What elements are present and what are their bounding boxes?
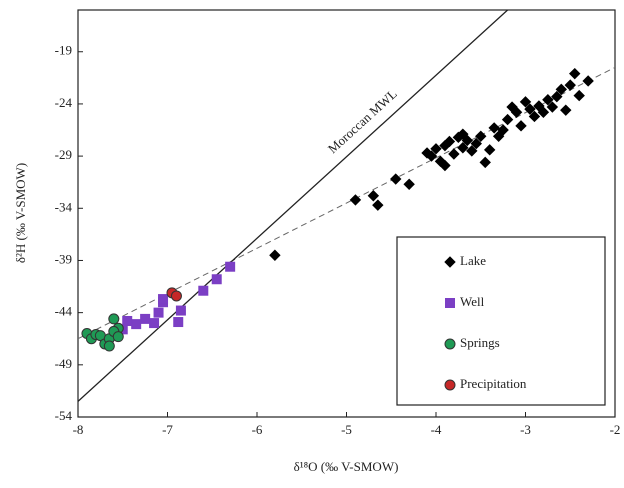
x-tick-label: -8 bbox=[73, 422, 84, 437]
x-tick-label: -6 bbox=[252, 422, 263, 437]
point bbox=[470, 137, 482, 150]
point bbox=[211, 274, 222, 285]
point bbox=[390, 173, 402, 185]
point bbox=[430, 143, 442, 155]
point bbox=[372, 199, 384, 211]
legend-box bbox=[396, 236, 606, 406]
point bbox=[483, 144, 496, 156]
y-tick-label: -34 bbox=[55, 199, 73, 214]
x-tick-label: -3 bbox=[520, 422, 531, 437]
point bbox=[510, 106, 523, 118]
point bbox=[475, 130, 487, 142]
point bbox=[582, 75, 594, 87]
point bbox=[112, 331, 124, 343]
legend-marker bbox=[444, 379, 456, 391]
point bbox=[158, 294, 169, 305]
points bbox=[81, 67, 594, 352]
point bbox=[573, 89, 585, 102]
point bbox=[175, 305, 186, 316]
point bbox=[403, 178, 415, 190]
x-axis-label: δ¹⁸O (‰ V-SMOW) bbox=[294, 459, 399, 474]
point bbox=[457, 142, 469, 154]
point bbox=[546, 101, 559, 113]
point bbox=[492, 130, 505, 142]
point bbox=[466, 145, 478, 157]
point bbox=[479, 156, 491, 169]
point bbox=[269, 249, 281, 261]
point bbox=[515, 120, 527, 132]
point bbox=[564, 79, 576, 91]
point bbox=[367, 190, 380, 202]
point bbox=[501, 113, 514, 126]
y-axis-label: δ²H (‰ V-SMOW) bbox=[13, 163, 28, 263]
x-tick-label: -5 bbox=[341, 422, 352, 437]
y-tick-label: -29 bbox=[55, 147, 72, 162]
x-tick-label: -2 bbox=[610, 422, 621, 437]
point bbox=[103, 340, 115, 352]
point bbox=[533, 100, 545, 112]
point bbox=[170, 290, 182, 302]
y-tick-label: -44 bbox=[55, 304, 73, 319]
point bbox=[457, 128, 469, 140]
x-tick-label: -4 bbox=[431, 422, 442, 437]
point bbox=[560, 104, 572, 116]
point bbox=[488, 122, 500, 134]
point bbox=[153, 307, 164, 318]
point bbox=[349, 194, 362, 206]
point bbox=[149, 318, 160, 329]
y-tick-label: -19 bbox=[55, 43, 72, 58]
point bbox=[497, 124, 509, 136]
point bbox=[225, 261, 236, 272]
point bbox=[461, 134, 474, 147]
y-tick-label: -54 bbox=[55, 408, 73, 423]
legend-label: Precipitation bbox=[460, 376, 527, 391]
point bbox=[439, 159, 451, 172]
point bbox=[537, 106, 550, 118]
point bbox=[528, 110, 541, 123]
legend-label: Springs bbox=[460, 335, 500, 350]
point bbox=[569, 67, 581, 80]
point bbox=[555, 83, 568, 96]
point bbox=[421, 147, 433, 159]
point bbox=[140, 313, 151, 324]
reference-line bbox=[78, 10, 509, 402]
point bbox=[122, 315, 133, 326]
point bbox=[131, 319, 142, 330]
point bbox=[551, 90, 563, 103]
point bbox=[198, 285, 209, 296]
point bbox=[173, 317, 184, 328]
reference-line-label: Moroccan MWL bbox=[325, 86, 400, 156]
y-tick-label: -24 bbox=[55, 95, 73, 110]
point bbox=[108, 313, 120, 325]
point bbox=[448, 148, 460, 160]
x-tick-label: -7 bbox=[162, 422, 173, 437]
y-tick-label: -49 bbox=[55, 356, 72, 371]
point bbox=[542, 94, 554, 106]
point bbox=[524, 103, 536, 115]
point bbox=[519, 96, 532, 108]
legend-marker bbox=[445, 298, 455, 308]
legend-label: Well bbox=[460, 294, 485, 309]
y-tick-label: -39 bbox=[55, 251, 72, 266]
point bbox=[443, 135, 456, 148]
legend-marker bbox=[444, 338, 456, 350]
legend-label: Lake bbox=[460, 253, 486, 268]
legend-marker bbox=[444, 256, 456, 268]
